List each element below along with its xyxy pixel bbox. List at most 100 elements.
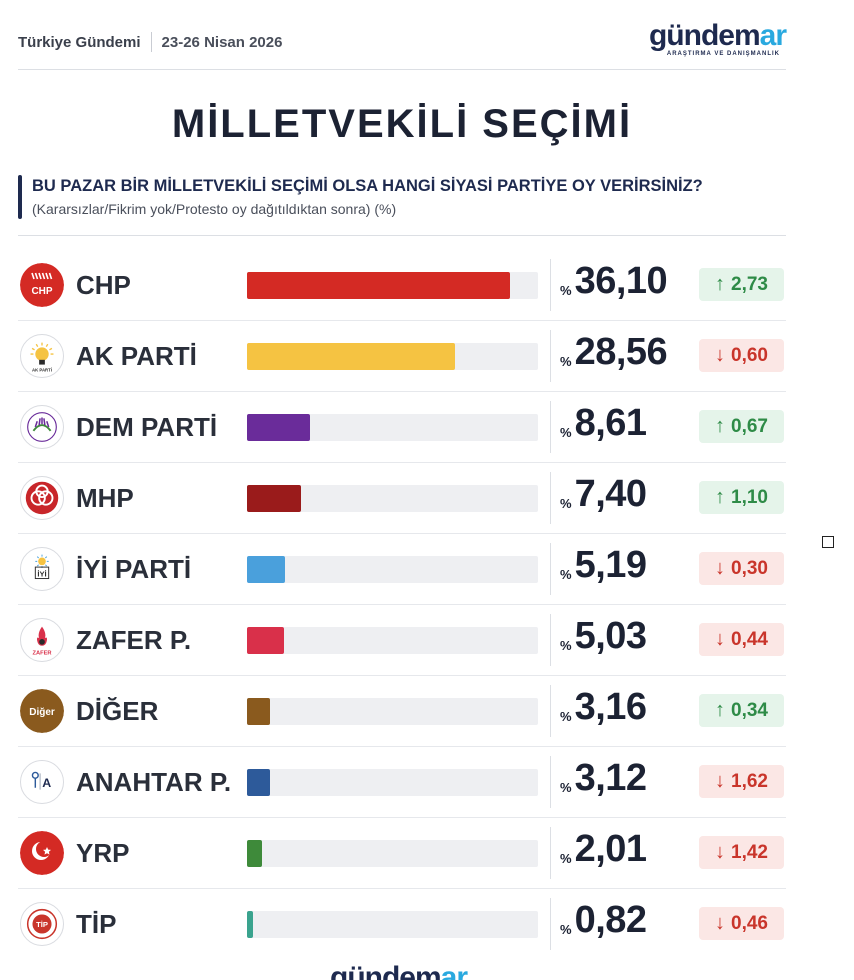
chart-row: Diğer DİĞER %3,16 ↑ 0,34 (18, 676, 786, 747)
column-divider (550, 330, 551, 382)
chart-row: DEM PARTİ %8,61 ↑ 0,67 (18, 392, 786, 463)
svg-text:Diğer: Diğer (29, 707, 55, 718)
iyi-logo: İYİ (20, 547, 64, 591)
chp-logo: CHP (20, 263, 64, 307)
change-badge-down: ↓ 0,60 (699, 339, 784, 372)
value-label: %28,56 (560, 331, 668, 374)
bar-track (247, 272, 538, 299)
chart-row: YRP %2,01 ↓ 1,42 (18, 818, 786, 889)
top-bar: Türkiye Gündemi 23-26 Nisan 2026 gündema… (18, 19, 787, 70)
svg-text:AK PARTİ: AK PARTİ (32, 367, 52, 372)
party-name: AK PARTİ (76, 341, 197, 371)
percent-sign: % (560, 851, 572, 866)
header-meta: Türkiye Gündemi 23-26 Nisan 2026 (18, 32, 282, 52)
percent-value: 5,03 (574, 615, 647, 657)
party-name: ZAFER P. (76, 625, 192, 655)
arrow-up-icon: ↑ (715, 486, 725, 508)
question-title: BU PAZAR BİR MİLLETVEKİLİ SEÇİMİ OLSA HA… (32, 177, 703, 195)
value-label: %7,40 (560, 473, 647, 516)
change-value: 1,42 (731, 841, 768, 863)
bar-track (247, 485, 538, 512)
footer-brand-accent: ar (440, 961, 468, 980)
change-badge-down: ↓ 1,42 (699, 836, 784, 869)
chart-row: CHP CHP %36,10 ↑ 2,73 (18, 250, 786, 321)
akparti-logo: AK PARTİ (20, 334, 64, 378)
column-divider (550, 401, 551, 453)
question-block: BU PAZAR BİR MİLLETVEKİLİ SEÇİMİ OLSA HA… (18, 175, 786, 236)
percent-sign: % (560, 638, 572, 653)
change-value: 0,60 (731, 344, 768, 366)
svg-text:CHP: CHP (31, 286, 52, 297)
column-divider (550, 472, 551, 524)
chart-row: ZAFER ZAFER P. %5,03 ↓ 0,44 (18, 605, 786, 676)
change-badge-down: ↓ 0,30 (699, 552, 784, 585)
arrow-down-icon: ↓ (715, 628, 725, 650)
percent-sign: % (560, 425, 572, 440)
svg-text:A: A (42, 776, 51, 790)
value-label: %3,16 (560, 686, 647, 729)
change-value: 0,46 (731, 912, 768, 934)
percent-sign: % (560, 354, 572, 369)
change-value: 0,30 (731, 557, 768, 579)
bar (247, 556, 285, 583)
change-badge-up: ↑ 0,67 (699, 410, 784, 443)
percent-value: 0,82 (574, 899, 647, 941)
value-label: %0,82 (560, 899, 647, 942)
brand-name-main: gündem (648, 19, 761, 52)
footer-brand-main: gündem (330, 961, 442, 980)
chart-row: AK PARTİ AK PARTİ %28,56 ↓ 0,60 (18, 321, 786, 392)
column-divider (550, 543, 551, 595)
bar (247, 627, 284, 654)
bar-track (247, 911, 538, 938)
column-divider (550, 685, 551, 737)
question-subtitle: (Kararsızlar/Fikrim yok/Protesto oy dağı… (32, 201, 397, 217)
value-label: %5,03 (560, 615, 647, 658)
brand-tagline: ARAŞTIRMA VE DANIŞMANLIK (666, 51, 780, 57)
change-badge-down: ↓ 0,46 (699, 907, 784, 940)
party-name: MHP (76, 483, 134, 513)
party-name: ANAHTAR P. (76, 767, 232, 797)
yrp-logo (20, 831, 64, 875)
column-divider (550, 827, 551, 879)
change-value: 0,34 (731, 699, 768, 721)
value-label: %3,12 (560, 757, 647, 800)
mhp-logo (20, 476, 64, 520)
percent-sign: % (560, 780, 572, 795)
dem-logo (20, 405, 64, 449)
footer-brand-logo: gündemar (330, 961, 468, 980)
bar (247, 485, 301, 512)
arrow-down-icon: ↓ (715, 770, 725, 792)
bar-track (247, 769, 538, 796)
percent-value: 8,61 (574, 402, 647, 444)
checkbox-marker (822, 536, 834, 548)
percent-sign: % (560, 709, 572, 724)
percent-value: 5,19 (574, 544, 647, 586)
bar (247, 272, 510, 299)
arrow-up-icon: ↑ (715, 699, 725, 721)
value-label: %2,01 (560, 828, 647, 871)
percent-sign: % (560, 567, 572, 582)
svg-text:ZAFER: ZAFER (32, 650, 52, 656)
brand-logo: gündemar ARAŞTIRMA VE DANIŞMANLIK (640, 19, 787, 60)
bar-track (247, 840, 538, 867)
party-name: CHP (76, 270, 131, 300)
percent-value: 28,56 (574, 331, 668, 373)
percent-value: 3,12 (574, 757, 647, 799)
bar (247, 414, 310, 441)
change-value: 0,67 (731, 415, 768, 437)
bar-track (247, 556, 538, 583)
bar (247, 698, 270, 725)
bar-track (247, 627, 538, 654)
svg-text:TİP: TİP (36, 920, 48, 929)
percent-sign: % (560, 496, 572, 511)
party-name: İYİ PARTİ (76, 554, 192, 584)
change-value: 1,62 (731, 770, 768, 792)
party-name: TİP (76, 909, 117, 939)
arrow-down-icon: ↓ (715, 841, 725, 863)
arrow-down-icon: ↓ (715, 912, 725, 934)
header-divider (150, 32, 152, 52)
column-divider (550, 756, 551, 808)
bar (247, 840, 262, 867)
bar-track (247, 698, 538, 725)
party-name: DİĞER (76, 696, 159, 726)
